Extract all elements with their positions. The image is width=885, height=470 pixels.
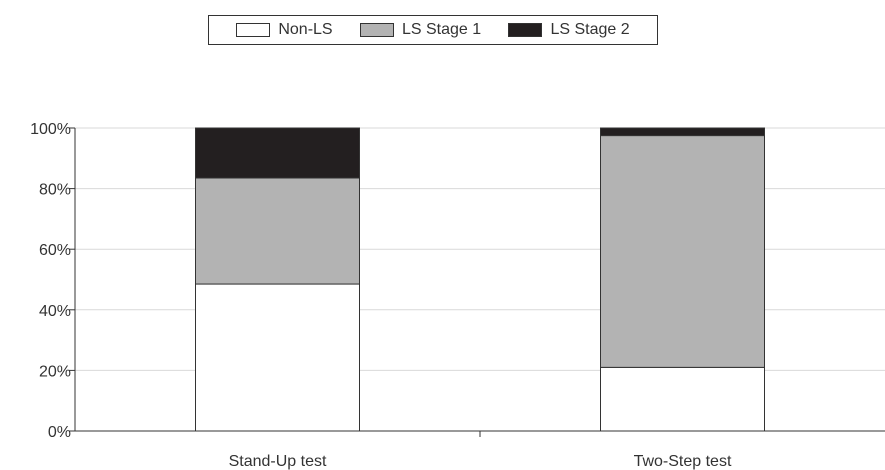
legend-label-non-ls: Non-LS <box>278 21 333 38</box>
y-tick-label: 80% <box>39 182 71 199</box>
y-tick-label: 100% <box>30 121 71 138</box>
bar-segment-non-ls <box>600 366 765 432</box>
x-category-label: Two-Step test <box>634 453 732 470</box>
y-tick-label: 20% <box>39 363 71 380</box>
y-tick-label: 60% <box>39 242 71 259</box>
legend-swatch-non-ls <box>236 23 271 37</box>
bar-segment-ls-stage-1 <box>600 135 765 368</box>
legend-item-ls-stage-2: LS Stage 2 <box>508 21 630 39</box>
bar-segment-ls-stage-2 <box>195 127 360 179</box>
bar-segment-ls-stage-1 <box>195 177 360 285</box>
legend-item-non-ls: Non-LS <box>236 21 333 39</box>
legend-swatch-ls-stage-1 <box>359 23 394 37</box>
y-tick-label: 0% <box>48 424 71 441</box>
legend-swatch-ls-stage-2 <box>508 23 543 37</box>
bar-segment-ls-stage-2 <box>600 127 765 137</box>
bar-segment-non-ls <box>195 283 360 432</box>
legend-label-ls-stage-1: LS Stage 1 <box>401 21 482 38</box>
legend-item-ls-stage-1: LS Stage 1 <box>359 21 482 39</box>
legend-label-ls-stage-2: LS Stage 2 <box>550 21 630 38</box>
x-category-label: Stand-Up test <box>229 453 327 470</box>
legend: Non-LS LS Stage 1 LS Stage 2 <box>208 15 658 45</box>
y-tick-label: 40% <box>39 303 71 320</box>
